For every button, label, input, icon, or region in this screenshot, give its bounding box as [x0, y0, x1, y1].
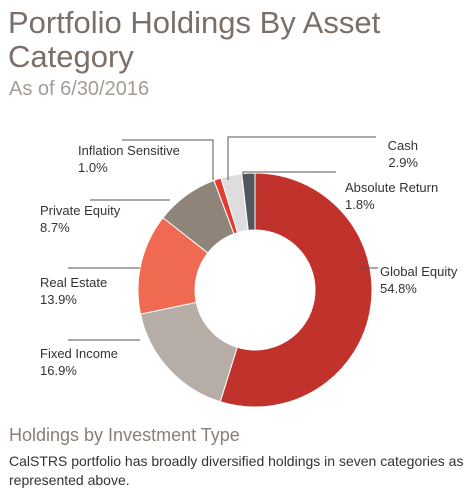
slice-value-label: 2.9%: [388, 155, 418, 170]
donut-slice: [219, 172, 373, 408]
slice-label: Cash: [388, 138, 418, 153]
donut-slice: [241, 172, 256, 231]
slice-value-label: 1.0%: [78, 160, 108, 175]
slice-label: Private Equity: [40, 203, 121, 218]
slice-value-label: 54.8%: [380, 281, 417, 296]
chart-title: Portfolio Holdings By Asset Category: [8, 5, 381, 74]
leader-line: [242, 171, 336, 178]
section-text: CalSTRS portfolio has broadly diversifie…: [9, 453, 464, 488]
slice-label: Real Estate: [40, 275, 107, 290]
chart-subtitle: As of 6/30/2016: [9, 78, 150, 100]
donut-slice: [139, 301, 238, 403]
section-heading: Holdings by Investment Type: [9, 425, 240, 445]
slice-value-label: 13.9%: [40, 292, 77, 307]
slice-label: Fixed Income: [40, 346, 118, 361]
slice-label: Inflation Sensitive: [78, 143, 180, 158]
slice-label: Absolute Return: [345, 180, 438, 195]
slice-value-label: 8.7%: [40, 220, 70, 235]
slice-label: Global Equity: [380, 264, 458, 279]
leader-line: [122, 139, 214, 180]
slice-value-label: 1.8%: [345, 197, 375, 212]
slice-value-label: 16.9%: [40, 363, 77, 378]
leader-line: [227, 136, 376, 180]
